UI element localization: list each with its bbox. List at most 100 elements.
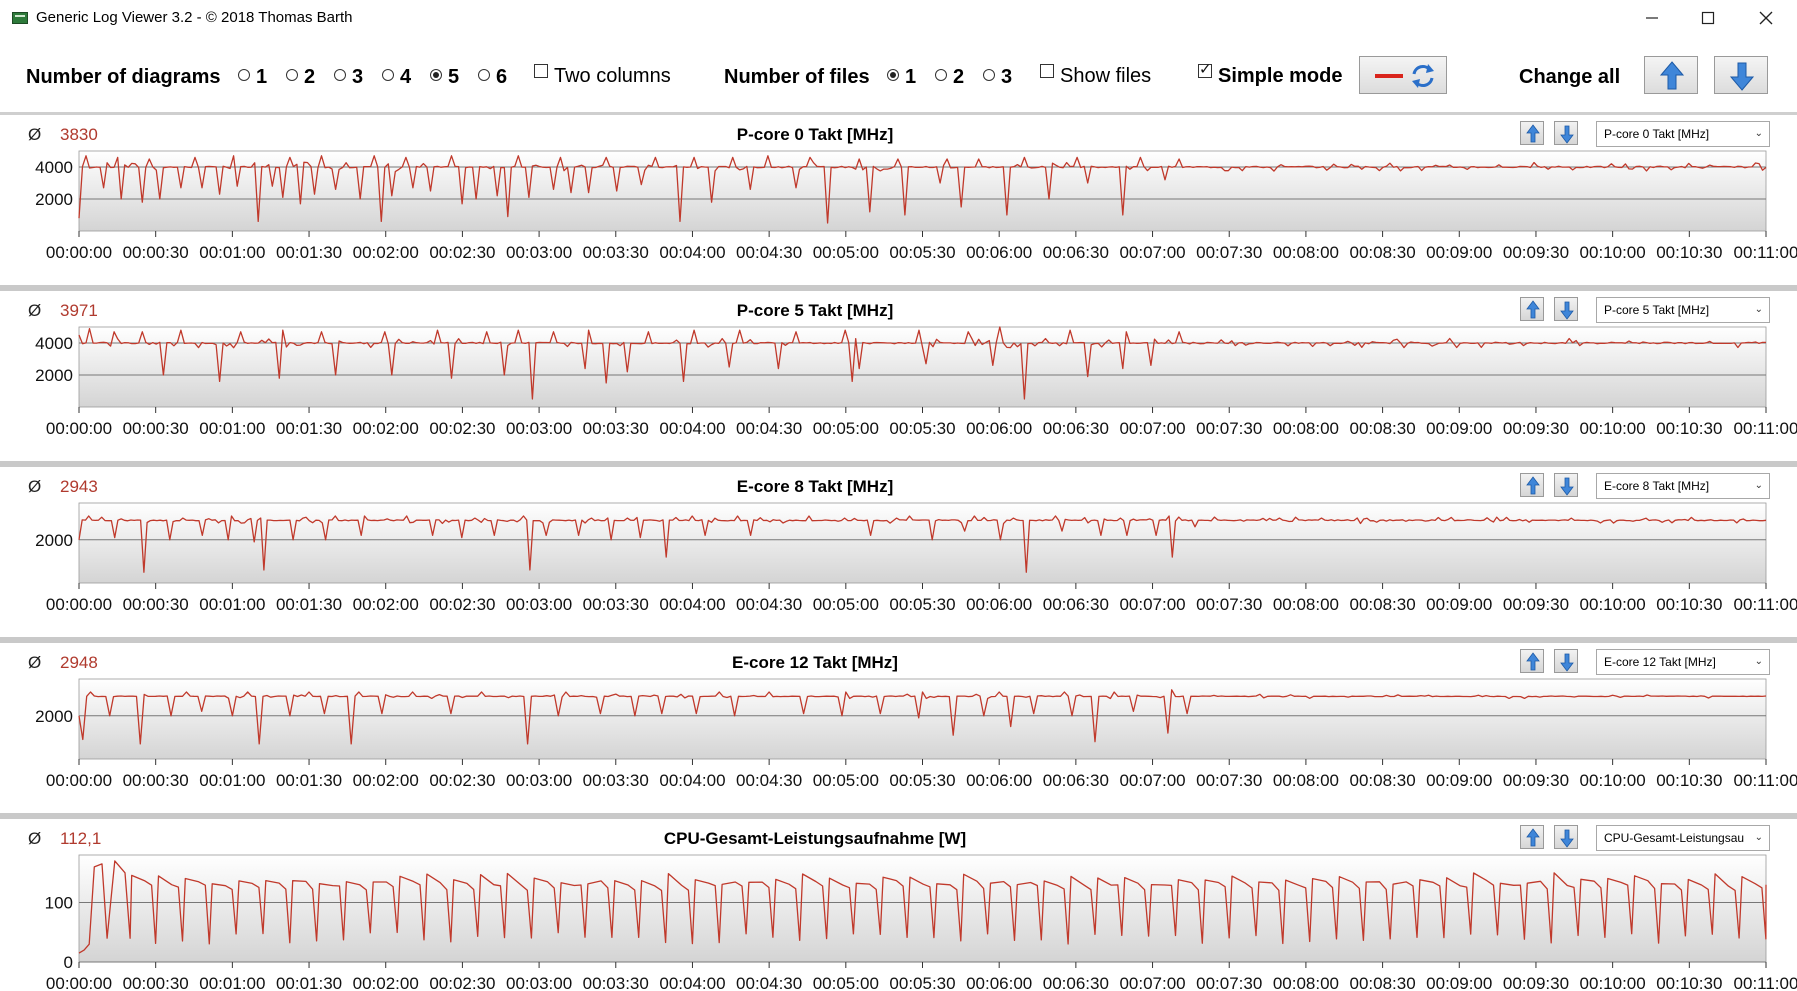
move-up-button[interactable] bbox=[1520, 825, 1544, 849]
x-tick-label: 00:00:30 bbox=[123, 419, 189, 438]
channel-select-value: P-core 5 Takt [MHz] bbox=[1604, 303, 1710, 317]
two-columns-checkbox[interactable]: Two columns bbox=[534, 64, 671, 88]
x-tick-label: 00:03:30 bbox=[583, 974, 649, 991]
diagrams-radio-3[interactable]: 3 bbox=[334, 66, 363, 89]
arrow-up-icon bbox=[1526, 652, 1540, 671]
diagrams-label: Number of diagrams bbox=[26, 66, 221, 88]
toolbar: Number of diagrams 1 2 3 4 5 6 Two columns Nu… bbox=[0, 36, 1797, 115]
line-color-refresh-button[interactable] bbox=[1359, 56, 1447, 94]
panel-divider[interactable] bbox=[0, 813, 1797, 819]
x-tick-label: 00:08:00 bbox=[1273, 771, 1339, 790]
checkbox-box bbox=[1198, 60, 1212, 78]
x-tick-label: 00:02:00 bbox=[353, 595, 419, 614]
move-down-button[interactable] bbox=[1554, 297, 1578, 321]
radio-circle bbox=[983, 69, 995, 81]
checkbox-box bbox=[1040, 64, 1054, 78]
maximize-button[interactable] bbox=[1679, 0, 1737, 36]
move-down-button[interactable] bbox=[1554, 473, 1578, 497]
x-tick-label: 00:07:30 bbox=[1196, 419, 1262, 438]
x-tick-label: 00:03:00 bbox=[506, 595, 572, 614]
arrow-down-icon bbox=[1560, 301, 1574, 320]
average-value: 3830 bbox=[60, 125, 98, 144]
radio-circle bbox=[478, 69, 490, 81]
y-tick-label: 4000 bbox=[35, 334, 73, 353]
plot-area bbox=[78, 326, 1767, 408]
plot-area bbox=[78, 150, 1767, 232]
x-tick-label: 00:09:00 bbox=[1426, 419, 1492, 438]
y-tick-label: 0 bbox=[64, 953, 73, 972]
files-radio-3[interactable]: 3 bbox=[983, 66, 1012, 89]
panel-divider[interactable] bbox=[0, 461, 1797, 467]
diagrams-radio-4[interactable]: 4 bbox=[382, 66, 411, 89]
move-up-button[interactable] bbox=[1520, 649, 1544, 673]
x-tick-label: 00:01:00 bbox=[199, 595, 265, 614]
show-files-checkbox[interactable]: Show files bbox=[1040, 64, 1151, 88]
average-symbol: Ø bbox=[28, 653, 42, 672]
close-button[interactable] bbox=[1737, 0, 1795, 36]
diagrams-radio-6[interactable]: 6 bbox=[478, 66, 507, 89]
plot-area bbox=[78, 678, 1767, 760]
channel-select[interactable]: CPU-Gesamt-Leistungsau ⌄ bbox=[1596, 825, 1770, 851]
x-tick-label: 00:00:00 bbox=[46, 974, 112, 991]
x-tick-label: 00:00:00 bbox=[46, 419, 112, 438]
average-value: 2948 bbox=[60, 653, 98, 672]
channel-select[interactable]: P-core 0 Takt [MHz] ⌄ bbox=[1596, 121, 1770, 147]
diagrams-radio-5[interactable]: 5 bbox=[430, 66, 459, 89]
x-tick-label: 00:05:30 bbox=[889, 419, 955, 438]
diagram-title: E-core 8 Takt [MHz] bbox=[736, 477, 894, 496]
diagram-panel: Ø 2948 E-core 12 Takt [MHz] E-core 12 Takt … bbox=[0, 643, 1797, 813]
arrow-down-icon bbox=[1560, 125, 1574, 144]
x-tick-label: 00:08:30 bbox=[1349, 419, 1415, 438]
x-tick-label: 00:02:00 bbox=[353, 974, 419, 991]
panel-divider[interactable] bbox=[0, 637, 1797, 643]
channel-select[interactable]: E-core 12 Takt [MHz] ⌄ bbox=[1596, 649, 1770, 675]
x-tick-label: 00:01:30 bbox=[276, 243, 342, 262]
x-tick-label: 00:02:00 bbox=[353, 243, 419, 262]
x-tick-label: 00:05:00 bbox=[813, 419, 879, 438]
x-tick-label: 00:00:30 bbox=[123, 974, 189, 991]
y-tick-label: 2000 bbox=[35, 190, 73, 209]
x-tick-label: 00:06:30 bbox=[1043, 771, 1109, 790]
move-all-up-button[interactable] bbox=[1644, 56, 1698, 94]
radio-label: 1 bbox=[905, 66, 917, 88]
x-tick-label: 00:00:00 bbox=[46, 243, 112, 262]
diagrams-radio-1[interactable]: 1 bbox=[238, 66, 267, 89]
x-tick-label: 00:09:30 bbox=[1503, 419, 1569, 438]
channel-select[interactable]: E-core 8 Takt [MHz] ⌄ bbox=[1596, 473, 1770, 499]
panel-divider[interactable] bbox=[0, 285, 1797, 291]
x-tick-label: 00:10:30 bbox=[1656, 243, 1722, 262]
channel-select-value: E-core 12 Takt [MHz] bbox=[1604, 655, 1716, 669]
files-radio-2[interactable]: 2 bbox=[935, 66, 964, 89]
channel-select-value: CPU-Gesamt-Leistungsau bbox=[1604, 831, 1745, 845]
x-tick-label: 00:02:30 bbox=[429, 419, 495, 438]
x-tick-label: 00:07:30 bbox=[1196, 595, 1262, 614]
simple-mode-checkbox[interactable]: Simple mode bbox=[1198, 60, 1342, 88]
channel-select[interactable]: P-core 5 Takt [MHz] ⌄ bbox=[1596, 297, 1770, 323]
files-radio-1[interactable]: 1 bbox=[887, 66, 916, 89]
y-tick-label: 2000 bbox=[35, 707, 73, 726]
x-tick-label: 00:02:00 bbox=[353, 419, 419, 438]
move-up-button[interactable] bbox=[1520, 473, 1544, 497]
radio-label: 3 bbox=[1001, 66, 1013, 88]
move-down-button[interactable] bbox=[1554, 825, 1578, 849]
x-tick-label: 00:03:00 bbox=[506, 243, 572, 262]
x-tick-label: 00:10:30 bbox=[1656, 595, 1722, 614]
line-chart: 2000 4000 00:00:00 00:00:30 00:01:00 00:01:30… bbox=[35, 326, 1797, 438]
minimize-button[interactable] bbox=[1623, 0, 1681, 36]
move-all-down-button[interactable] bbox=[1714, 56, 1768, 94]
x-tick-label: 00:03:30 bbox=[583, 595, 649, 614]
y-tick-label: 100 bbox=[45, 894, 73, 913]
move-up-button[interactable] bbox=[1520, 121, 1544, 145]
diagram-panel: Ø 3830 P-core 0 Takt [MHz] P-core 0 Takt [M… bbox=[0, 115, 1797, 285]
x-tick-label: 00:11:00 bbox=[1734, 974, 1797, 991]
diagrams-radio-2[interactable]: 2 bbox=[286, 66, 315, 89]
x-tick-label: 00:08:30 bbox=[1349, 243, 1415, 262]
move-down-button[interactable] bbox=[1554, 121, 1578, 145]
x-tick-label: 00:04:00 bbox=[659, 419, 725, 438]
move-up-button[interactable] bbox=[1520, 297, 1544, 321]
x-tick-label: 00:08:00 bbox=[1273, 595, 1339, 614]
x-tick-label: 00:10:00 bbox=[1580, 974, 1646, 991]
move-down-button[interactable] bbox=[1554, 649, 1578, 673]
x-tick-label: 00:10:00 bbox=[1580, 595, 1646, 614]
x-tick-label: 00:10:30 bbox=[1656, 974, 1722, 991]
